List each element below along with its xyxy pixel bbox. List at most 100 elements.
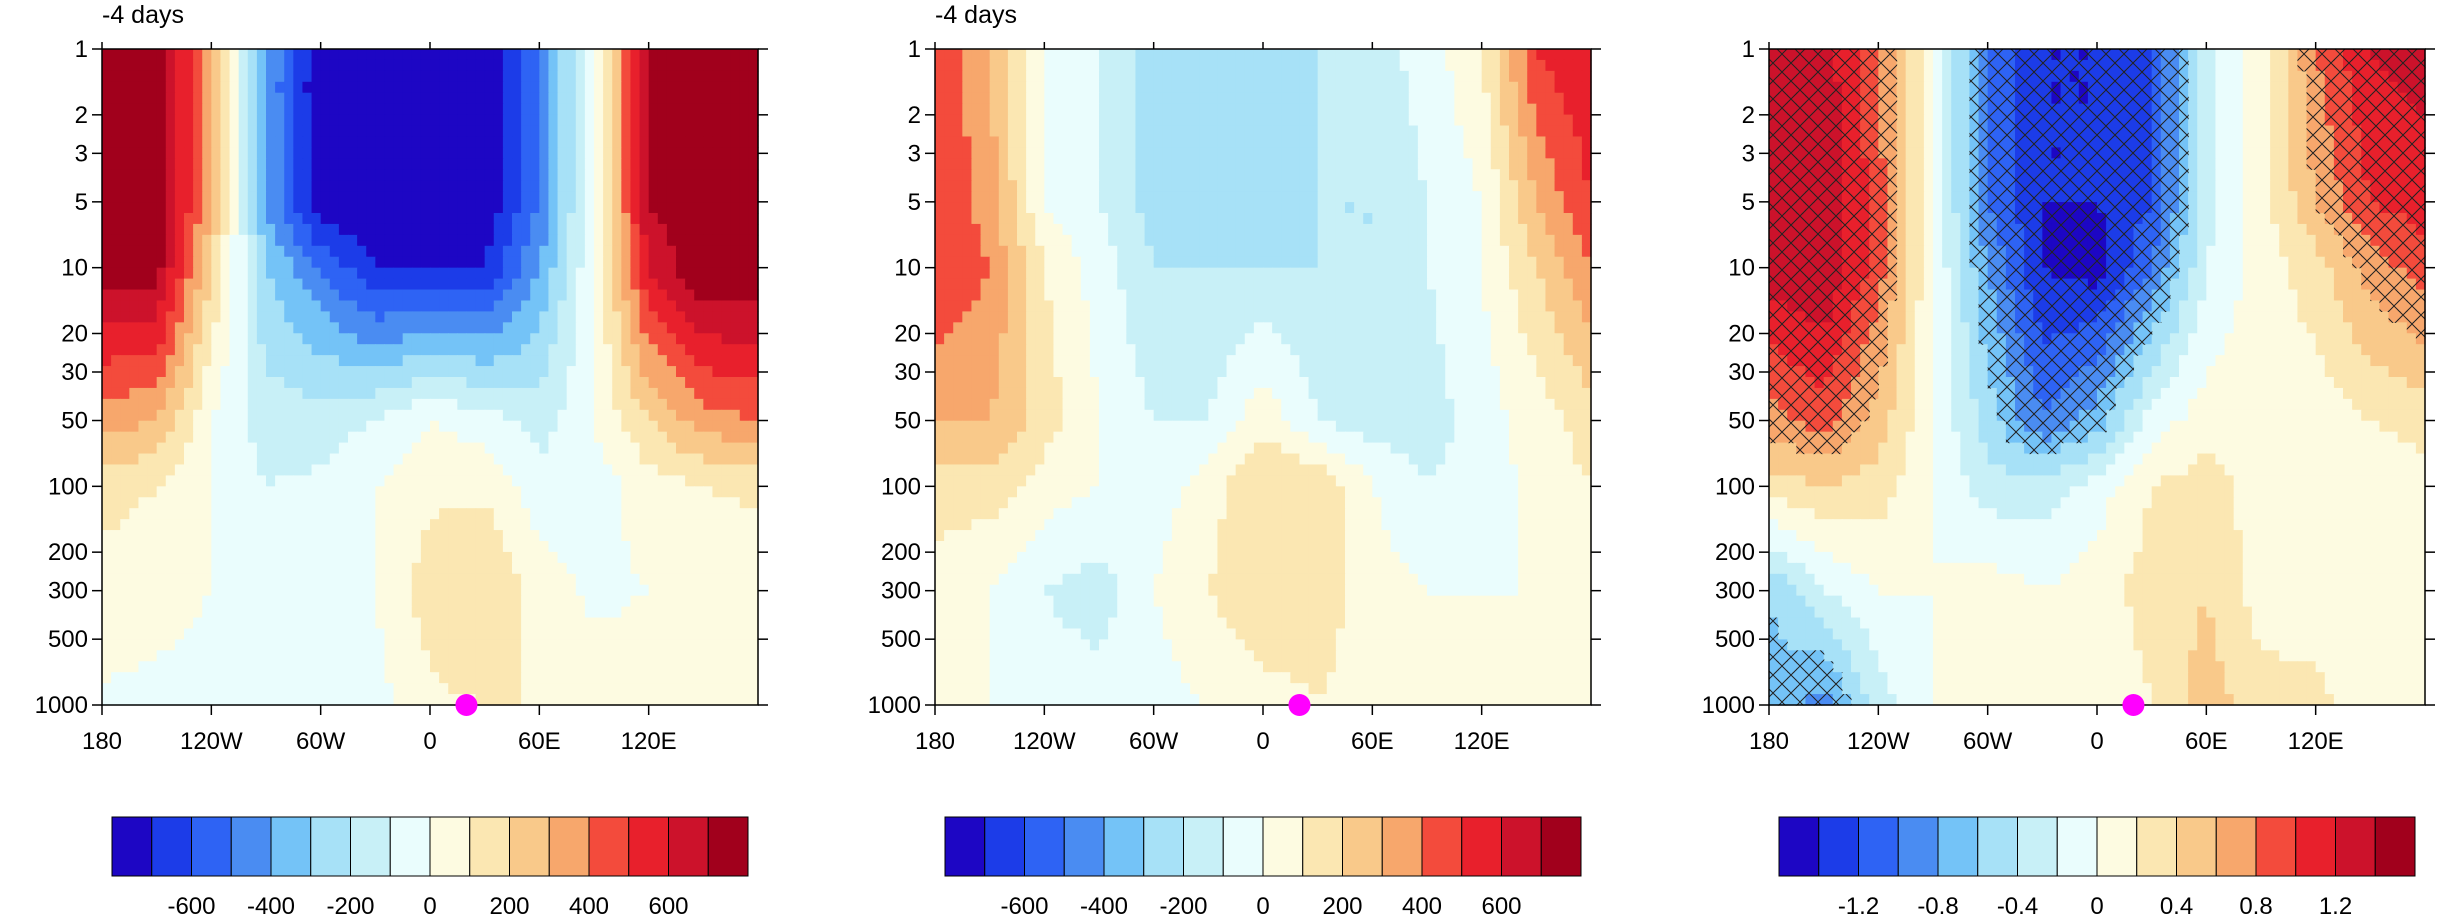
field-cell <box>502 541 513 553</box>
field-cell <box>639 530 650 542</box>
field-cell <box>548 300 559 312</box>
field-cell <box>703 475 714 487</box>
field-cell <box>466 355 477 367</box>
field-cell <box>584 49 595 61</box>
field-cell <box>220 497 231 509</box>
field-cell <box>184 169 194 181</box>
field-cell <box>457 49 468 61</box>
field-cell <box>1363 125 1373 138</box>
field-cell <box>439 147 449 159</box>
field-cell <box>1199 49 1209 61</box>
field-cell <box>493 223 504 236</box>
field-cell <box>302 147 313 159</box>
field-cell <box>220 355 231 367</box>
field-cell <box>657 551 668 564</box>
field-cell <box>375 541 386 553</box>
field-cell <box>111 311 121 323</box>
field-cell <box>311 180 322 192</box>
field-cell <box>284 486 294 498</box>
field-cell <box>466 191 477 203</box>
field-cell <box>557 366 568 378</box>
field-cell <box>712 584 723 597</box>
field-cell <box>1181 125 1191 138</box>
field-cell <box>493 289 504 302</box>
field-cell <box>566 180 577 192</box>
field-cell <box>694 486 704 498</box>
field-cell <box>411 464 422 476</box>
field-cell <box>329 420 340 433</box>
field-cell <box>566 344 577 356</box>
field-cell <box>1372 59 1383 72</box>
field-cell <box>685 147 695 159</box>
field-cell <box>229 420 240 433</box>
field-cell <box>666 92 677 105</box>
field-cell <box>557 595 568 608</box>
field-cell <box>739 103 750 116</box>
field-cell <box>129 278 140 291</box>
field-cell <box>329 497 340 509</box>
field-cell <box>348 300 358 312</box>
field-cell <box>612 114 622 127</box>
field-cell <box>229 377 240 389</box>
field-cell <box>594 147 604 159</box>
field-cell <box>184 311 194 323</box>
field-cell <box>402 180 413 192</box>
field-cell <box>348 606 358 619</box>
field-cell <box>302 289 313 302</box>
field-cell <box>384 377 395 389</box>
field-cell <box>666 49 677 61</box>
field-cell <box>420 683 431 695</box>
field-cell <box>621 541 632 553</box>
field-cell <box>530 70 540 83</box>
field-cell <box>147 694 158 706</box>
field-cell <box>384 191 395 203</box>
field-cell <box>621 530 632 542</box>
field-cell <box>420 147 431 159</box>
field-cell <box>174 289 185 302</box>
field-cell <box>393 617 404 630</box>
field-cell <box>539 103 550 116</box>
field-cell <box>539 628 550 640</box>
field-cell <box>229 202 240 214</box>
field-cell <box>944 114 954 127</box>
field-cell <box>603 398 613 411</box>
field-cell <box>502 147 513 159</box>
field-cell <box>1062 125 1073 138</box>
field-cell <box>621 442 632 455</box>
field-cell <box>393 213 404 225</box>
field-cell <box>748 650 759 662</box>
field-cell <box>1190 103 1200 116</box>
field-cell <box>630 442 641 455</box>
field-cell <box>193 81 203 94</box>
field-cell <box>411 453 422 466</box>
field-cell <box>275 683 285 695</box>
field-cell <box>256 256 267 269</box>
field-cell <box>484 169 495 181</box>
field-cell <box>1217 92 1228 105</box>
field-cell <box>193 595 203 608</box>
field-cell <box>493 387 504 400</box>
field-cell <box>603 169 613 181</box>
field-cell <box>439 366 449 378</box>
field-cell <box>320 661 331 673</box>
field-cell <box>138 213 149 225</box>
field-cell <box>484 92 495 105</box>
field-cell <box>530 289 540 302</box>
field-cell <box>229 442 240 455</box>
field-cell <box>666 366 677 378</box>
field-cell <box>211 442 222 455</box>
field-cell <box>311 202 322 214</box>
field-cell <box>430 333 440 345</box>
field-cell <box>338 508 349 520</box>
field-cell <box>1080 114 1091 127</box>
field-cell <box>557 136 568 148</box>
field-cell <box>129 81 140 94</box>
field-cell <box>202 431 212 444</box>
field-cell <box>238 344 249 356</box>
field-cell <box>584 606 595 619</box>
field-cell <box>411 81 422 94</box>
field-cell <box>256 59 267 72</box>
field-cell <box>193 92 203 105</box>
field-cell <box>366 497 376 509</box>
field-cell <box>521 409 531 422</box>
